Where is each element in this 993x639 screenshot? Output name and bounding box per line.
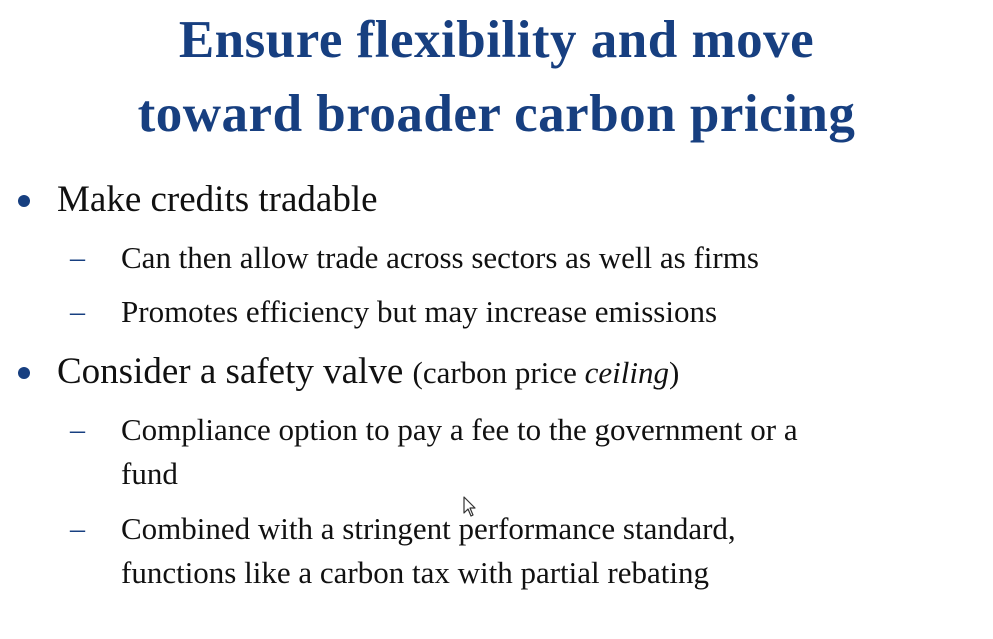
subbullet-text-line-1: Combined with a stringent performance st… [121,511,736,546]
dash-icon: – [70,295,85,328]
paren-close-text: ) [668,355,680,390]
dash-icon: – [70,413,85,446]
slide-title-line-2: toward broader carbon pricing [137,85,856,143]
bullet-text: Consider a safety valve (carbon price ce… [57,350,679,395]
paren-italic-text: ceiling [584,355,669,390]
subbullet-text: Promotes efficiency but may increase emi… [121,294,718,329]
slide-title-line-1: Ensure flexibility and move [178,11,815,69]
bullet-dot-icon [18,367,30,379]
slide-title: Ensure flexibility and move toward broad… [0,3,993,151]
bullet-paren-note: (carbon price ceiling) [413,355,680,390]
bullet-dot-icon [18,195,30,207]
subbullet-text-line-1: Compliance option to pay a fee to the go… [121,412,798,447]
subbullet-text: Can then allow trade across sectors as w… [121,240,759,275]
dash-icon: – [70,512,85,545]
subbullet-text-line-2: functions like a carbon tax with partial… [121,555,709,590]
dash-icon: – [70,241,85,274]
bullet-main-text: Consider a safety valve [57,351,404,392]
bullet-text: Make credits tradable [57,179,378,220]
paren-open-text: (carbon price [412,355,585,390]
mouse-pointer-icon [463,496,476,517]
subbullet-text-line-2: fund [121,456,178,491]
